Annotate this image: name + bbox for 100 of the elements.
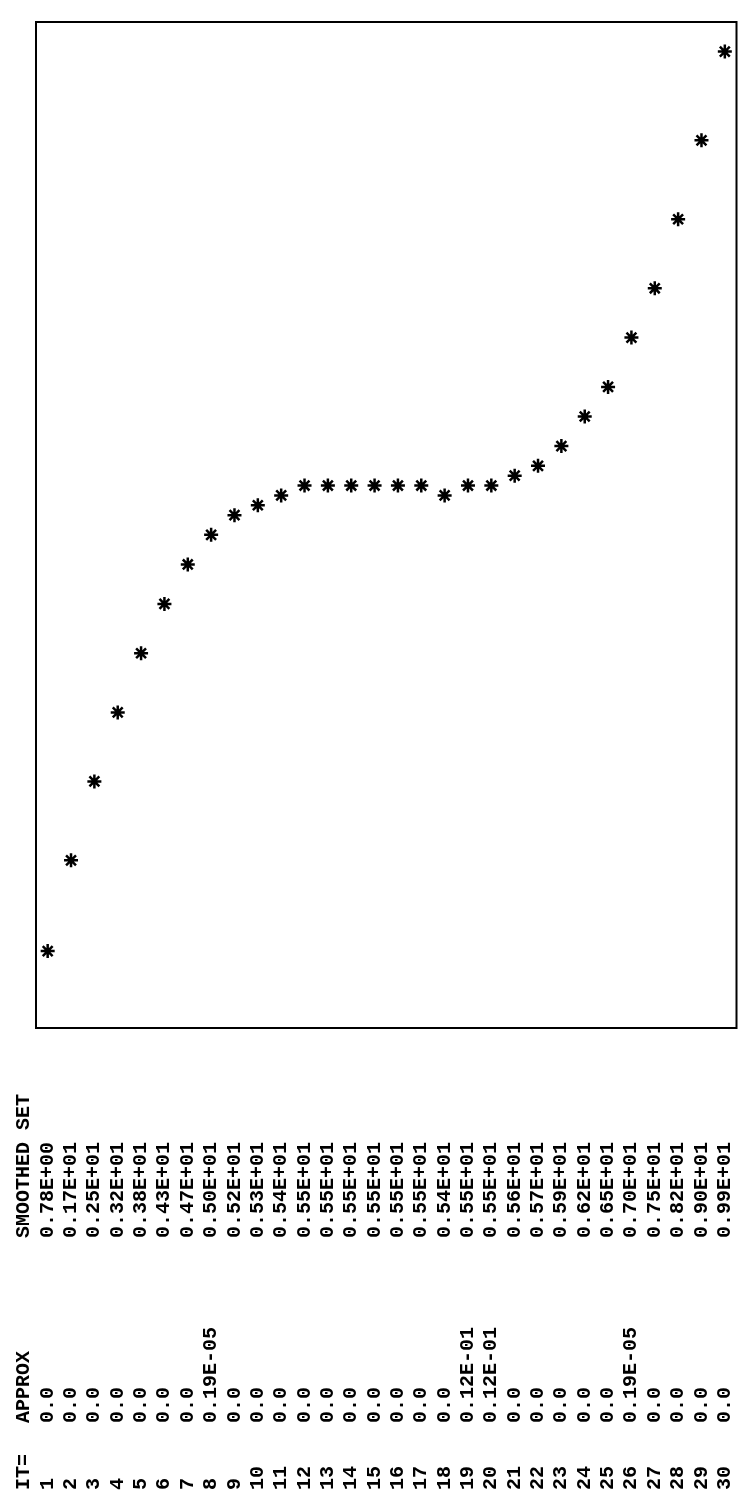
point xyxy=(553,437,570,455)
text: 0.0 xyxy=(502,1386,526,1423)
text: 0.0 xyxy=(152,1386,176,1423)
x-tick-label: 2 xyxy=(59,1477,83,1490)
data-label: 0.47E+01 xyxy=(175,1141,199,1238)
data-label: 0.25E+01 xyxy=(82,1141,106,1238)
point xyxy=(413,477,430,494)
text: 0.0 xyxy=(526,1386,550,1423)
point xyxy=(716,43,734,60)
x-tick-label: 10 xyxy=(245,1465,269,1490)
point xyxy=(62,852,80,869)
data-label: 0.90E+01 xyxy=(689,1141,713,1238)
text: 0.19E-05 xyxy=(199,1326,223,1423)
data-label: 0.17E+01 xyxy=(59,1141,83,1238)
point xyxy=(529,457,547,475)
text: 0.0 xyxy=(339,1386,363,1423)
x-tick-label: 25 xyxy=(596,1465,620,1490)
x-tick-label: 11 xyxy=(269,1465,293,1490)
text: 0.0 xyxy=(409,1386,433,1423)
x-tick-label: 4 xyxy=(105,1477,129,1490)
x-tick-label: 27 xyxy=(642,1465,666,1490)
text: 0.0 xyxy=(572,1386,596,1423)
text: 0.0 xyxy=(712,1386,736,1423)
x-tick-label: 14 xyxy=(339,1465,363,1490)
x-tick-label: 6 xyxy=(152,1477,176,1490)
text: 0.12E-01 xyxy=(479,1326,503,1423)
x-tick-label: 28 xyxy=(666,1465,690,1490)
data-label: 0.54E+01 xyxy=(432,1141,456,1238)
text: 0.19E-05 xyxy=(619,1326,643,1423)
text: 0.0 xyxy=(689,1386,713,1423)
data-label: 0.56E+01 xyxy=(502,1141,526,1238)
data-label: 0.78E+00 xyxy=(35,1141,59,1238)
text: 0.0 xyxy=(222,1386,246,1423)
text: 0.0 xyxy=(432,1386,456,1423)
data-label: 0.43E+01 xyxy=(152,1141,176,1238)
text: SMOOTHED SET xyxy=(12,1093,36,1238)
x-tick-label: 20 xyxy=(479,1465,503,1490)
data-label: 0.52E+01 xyxy=(222,1141,246,1238)
data-label: 0.55E+01 xyxy=(362,1141,386,1238)
data-label: 0.57E+01 xyxy=(526,1141,550,1238)
data-label: 0.55E+01 xyxy=(409,1141,433,1238)
x-tick-label: 9 xyxy=(222,1477,246,1490)
point xyxy=(436,487,453,504)
x-tick-label: 23 xyxy=(549,1465,573,1490)
point xyxy=(389,477,407,494)
x-tick-label: 5 xyxy=(129,1477,153,1490)
data-label: 0.55E+01 xyxy=(292,1141,316,1238)
text: 0.0 xyxy=(35,1386,59,1423)
point xyxy=(599,378,617,396)
x-tick-label: 19 xyxy=(456,1465,480,1490)
point xyxy=(319,477,337,494)
x-tick-label: 8 xyxy=(199,1477,223,1490)
point xyxy=(669,211,687,228)
point xyxy=(86,773,103,790)
text: 0.0 xyxy=(549,1386,573,1423)
data-label: 0.55E+01 xyxy=(385,1141,409,1238)
text: 0.0 xyxy=(129,1386,153,1423)
data-label: 0.50E+01 xyxy=(199,1141,223,1238)
point xyxy=(693,132,710,149)
data-label: 0.55E+01 xyxy=(339,1141,363,1238)
x-tick-label: 29 xyxy=(689,1465,713,1490)
text: 0.0 xyxy=(642,1386,666,1423)
x-tick-label: 21 xyxy=(502,1465,526,1490)
x-tick-label: 26 xyxy=(619,1465,643,1490)
text: 0.0 xyxy=(175,1386,199,1423)
text: APPROX xyxy=(12,1350,36,1423)
point xyxy=(296,477,313,494)
text: 0.12E-01 xyxy=(456,1326,480,1423)
x-tick-label: 16 xyxy=(385,1465,409,1490)
x-tick-label: 13 xyxy=(315,1465,339,1490)
point xyxy=(179,556,197,573)
text: 0.0 xyxy=(596,1386,620,1423)
data-label: 0.75E+01 xyxy=(642,1141,666,1238)
data-label: 0.38E+01 xyxy=(129,1141,153,1238)
point xyxy=(249,497,267,514)
text: 0.0 xyxy=(666,1386,690,1423)
text: 0.0 xyxy=(105,1386,129,1423)
point xyxy=(646,280,664,297)
data-label: 0.55E+01 xyxy=(456,1141,480,1238)
point xyxy=(272,487,290,504)
x-tick-label: 1 xyxy=(35,1477,59,1490)
point xyxy=(202,526,220,544)
text: 0.0 xyxy=(362,1386,386,1423)
x-tick-label: 22 xyxy=(526,1465,550,1490)
x-tick-label: 30 xyxy=(712,1465,736,1490)
point xyxy=(459,477,477,494)
x-tick-label: 12 xyxy=(292,1465,316,1490)
data-label: 0.59E+01 xyxy=(549,1141,573,1238)
x-tick-label: 17 xyxy=(409,1465,433,1490)
point xyxy=(623,329,640,346)
point xyxy=(132,644,150,662)
text: 0.0 xyxy=(269,1386,293,1423)
point xyxy=(506,467,523,484)
point xyxy=(226,506,243,524)
data-label: 0.55E+01 xyxy=(315,1141,339,1238)
point xyxy=(109,704,126,721)
x-tick-label: 15 xyxy=(362,1465,386,1490)
x-tick-label: 3 xyxy=(82,1477,106,1490)
data-label: 0.53E+01 xyxy=(245,1141,269,1238)
point xyxy=(366,477,383,494)
